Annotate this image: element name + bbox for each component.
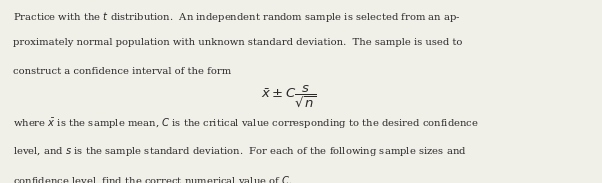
- Text: Practice with the $t$ distribution.  An independent random sample is selected fr: Practice with the $t$ distribution. An i…: [13, 10, 461, 24]
- Text: confidence level, find the correct numerical value of $C$.: confidence level, find the correct numer…: [13, 174, 293, 183]
- Text: level, and $s$ is the sample standard deviation.  For each of the following samp: level, and $s$ is the sample standard de…: [13, 145, 467, 158]
- Text: proximately normal population with unknown standard deviation.  The sample is us: proximately normal population with unkno…: [13, 38, 462, 47]
- Text: construct a confidence interval of the form: construct a confidence interval of the f…: [13, 67, 232, 76]
- Text: $\bar{x} \pm C\dfrac{s}{\sqrt{n}}$: $\bar{x} \pm C\dfrac{s}{\sqrt{n}}$: [261, 83, 317, 110]
- Text: where $\bar{x}$ is the sample mean, $C$ is the critical value corresponding to t: where $\bar{x}$ is the sample mean, $C$ …: [13, 117, 479, 131]
